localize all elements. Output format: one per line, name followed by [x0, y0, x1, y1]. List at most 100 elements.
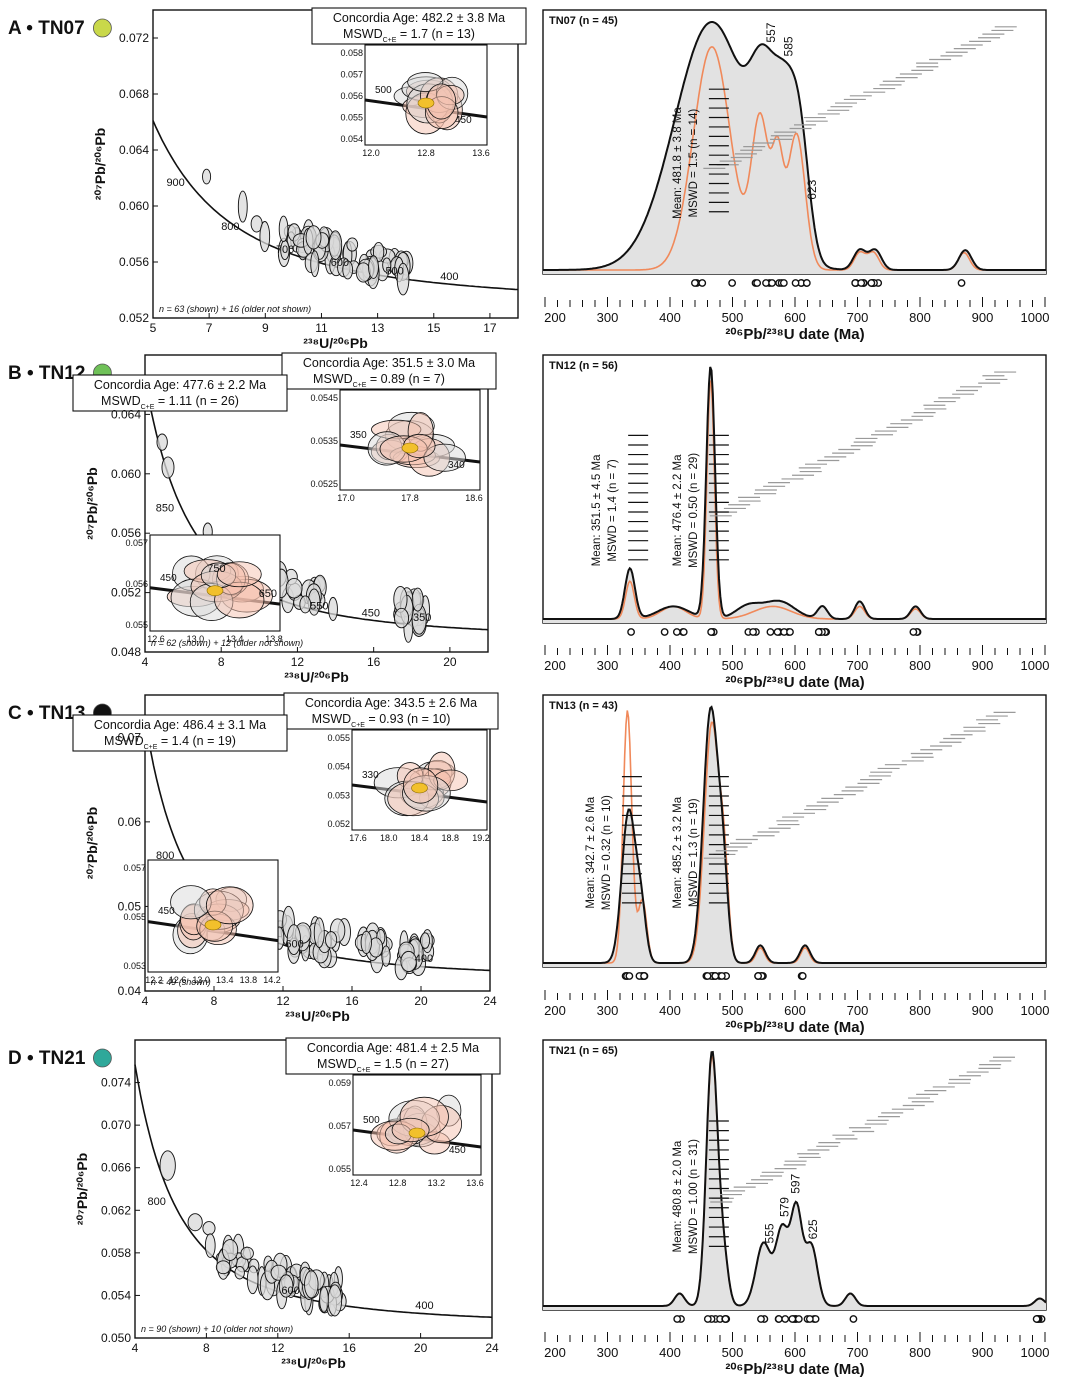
date-circle [753, 279, 762, 287]
date-circle [679, 628, 688, 636]
inset-x-tick: 18.0 [380, 833, 398, 843]
data-ellipse [420, 932, 431, 949]
date-axis-label: 1000 [1021, 310, 1050, 325]
age-box-frame [72, 374, 288, 412]
inset-plot: 12.4 12.8 13.2 13.6 0.059 0.057 0.055 500 450 [328, 1074, 484, 1188]
sample-count-note: n = 62 (shown) + 12 (older not shown) [151, 638, 303, 648]
concordia-plot: Concordia Age: 481.4 ± 2.5 Ma MSWDC+E = 1… [134, 1037, 501, 1339]
date-circle [625, 972, 634, 980]
concordia-age-box: Concordia Age: 351.5 ± 3.0 Ma MSWDC+E = 0… [281, 352, 497, 390]
inset-x-tick: 13.4 [216, 975, 234, 985]
mswd-subscript: C+E [357, 1067, 371, 1074]
kde-plot: Mean: 342.7 ± 2.6 Ma MSWD = 0.32 (n = 10)… [542, 694, 1047, 968]
data-ellipse [161, 456, 175, 479]
data-ellipse [325, 931, 338, 949]
inset-age-label: 340 [448, 460, 465, 471]
mean-mswd-text: MSWD = 1.5 (n = 14) [688, 109, 700, 218]
mswd-prefix: MSWD [317, 1057, 357, 1071]
date-axis-label: 200 [544, 658, 566, 673]
data-ellipse [310, 250, 320, 278]
date-circle [721, 1315, 730, 1323]
inset-y-tick: 0.055 [123, 912, 146, 922]
mean-age-text: Mean: 481.8 ± 3.8 Ma [672, 107, 684, 219]
data-ellipse [202, 1221, 216, 1236]
x-tick-label: 16 [343, 1341, 357, 1355]
date-axis-label: 1000 [1021, 1345, 1050, 1360]
data-ellipse [327, 1284, 343, 1317]
age-label: 400 [440, 271, 458, 283]
y-tick-label: 0.056 [111, 526, 141, 540]
mean-mswd-text: MSWD = 0.32 (n = 10) [601, 795, 613, 910]
inset-y-tick: 0.053 [123, 961, 146, 971]
concordia-age-text: Concordia Age: 482.2 ± 3.8 Ma [333, 11, 505, 25]
data-ellipse [259, 221, 271, 253]
date-circle [707, 628, 716, 636]
y-tick-label: 0.07 [118, 730, 142, 744]
mswd-prefix: MSWD [312, 712, 352, 726]
mswd-text: MSWDC+E = 0.89 (n = 7) [313, 372, 445, 389]
age-label: 400 [415, 1300, 433, 1312]
inset-age-label: 350 [350, 430, 367, 441]
data-ellipse [204, 1233, 216, 1258]
mswd-subscript: C+E [351, 722, 365, 729]
date-axis-label: 500 [722, 310, 744, 325]
mswd-text: MSWDC+E = 0.93 (n = 10) [312, 712, 451, 729]
inset-age-label: 500 [363, 1115, 380, 1126]
x-tick-label: 24 [483, 994, 497, 1008]
data-ellipse [202, 168, 212, 185]
mean-mswd-text: MSWD = 1.3 (n = 19) [688, 798, 700, 907]
date-circle [672, 628, 681, 636]
data-ellipse [400, 950, 417, 973]
mean-age-text: Mean: 351.5 ± 4.5 Ma [591, 454, 603, 566]
y-tick-label: 0.054 [101, 1288, 131, 1302]
age-label: 600 [281, 1285, 299, 1297]
data-ellipse [156, 433, 168, 451]
date-axis-label: 300 [597, 658, 619, 673]
mswd-text: MSWDC+E = 1.4 (n = 19) [104, 734, 236, 751]
age-label: 600 [331, 257, 349, 269]
date-circle [717, 972, 726, 980]
date-axis-label: 1000 [1021, 658, 1050, 673]
inset-y-tick: 0.057 [125, 538, 148, 548]
data-ellipse [394, 607, 410, 629]
data-ellipse [285, 577, 303, 599]
data-ellipse [237, 190, 248, 223]
age-label: 500 [385, 265, 403, 277]
peak-label: 579 [778, 1197, 792, 1217]
date-circle [805, 1315, 814, 1323]
sample-count-note: n = 49 (shown) [151, 977, 211, 987]
inset-age-label: 450 [160, 573, 177, 584]
date-circle [1032, 1315, 1041, 1323]
mswd-subscript: C+E [141, 404, 155, 411]
kde-plot: Mean: 351.5 ± 4.5 Ma MSWD = 1.4 (n = 7) Me… [542, 354, 1047, 624]
y-tick-label: 0.074 [101, 1076, 131, 1090]
y-tick-label: 0.06 [118, 815, 142, 829]
date-axis-title: ²⁰⁶Pb/²³⁸U date (Ma) [725, 326, 864, 343]
inset-x-tick: 13.0 [187, 634, 205, 644]
date-axis-title: ²⁰⁶Pb/²³⁸U date (Ma) [725, 1019, 864, 1036]
peak-label: 623 [805, 179, 819, 199]
inset-ellipse [170, 885, 212, 920]
age-label: 550 [310, 600, 328, 612]
panel-letter: A • TN07 [8, 18, 85, 39]
age-box-frame [311, 7, 527, 45]
peak-label: 557 [764, 22, 778, 42]
data-ellipse [328, 596, 338, 621]
age-box-frame [281, 352, 497, 390]
data-ellipse [304, 1270, 319, 1299]
data-ellipse [215, 1260, 231, 1275]
age-label: 800 [221, 221, 239, 233]
y-tick-label: 0.056 [119, 255, 149, 269]
x-tick-label: 12 [271, 1341, 285, 1355]
kde-plot: Mean: 481.8 ± 3.8 Ma MSWD = 1.5 (n = 14) 5… [542, 9, 1047, 275]
inset-x-tick: 12.8 [389, 1178, 407, 1188]
date-axis-label: 400 [659, 1345, 681, 1360]
age-label: 350 [413, 612, 431, 624]
age-label: 600 [285, 938, 303, 950]
sample-count-note: n = 90 (shown) + 10 (older not shown) [141, 1324, 293, 1334]
inset-y-tick: 0.055 [328, 1164, 351, 1174]
data-ellipse [246, 1265, 259, 1295]
date-circle [766, 628, 775, 636]
inset-x-tick: 18.4 [411, 833, 429, 843]
